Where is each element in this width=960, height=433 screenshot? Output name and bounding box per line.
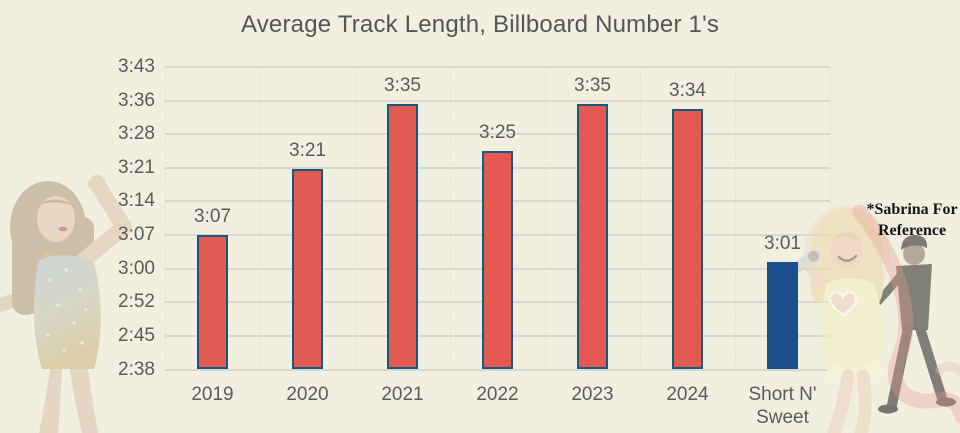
- y-axis-tick-label: 3:00: [118, 257, 155, 279]
- microphone: [791, 250, 819, 274]
- sabrina-leg: [854, 369, 872, 433]
- x-axis-label: 2020: [286, 384, 329, 405]
- sabrina-leg: [827, 369, 855, 433]
- bar-short-n-sweet: [767, 262, 798, 370]
- data-label: 3:34: [669, 79, 706, 101]
- gridline: [165, 99, 830, 102]
- category-separator: [545, 67, 546, 370]
- y-axis-tick-label: 2:45: [118, 324, 155, 346]
- bar-2024: [672, 108, 703, 370]
- taylor-leg: [70, 369, 98, 433]
- taylor-leg: [39, 369, 62, 433]
- heart-cutout: [828, 291, 858, 317]
- y-axis-tick-label: 3:07: [118, 224, 155, 246]
- y-axis-tick-label: 3:28: [118, 123, 155, 145]
- data-label: 3:35: [574, 75, 611, 97]
- taylor-flexed-arm: [70, 179, 132, 273]
- category-separator: [735, 67, 736, 370]
- sabrina-figure: [791, 205, 890, 433]
- y-axis-tick-label: 3:21: [118, 156, 155, 178]
- x-axis-label: 2023: [571, 384, 614, 405]
- red-ribbon-overlay: [852, 204, 960, 424]
- y-axis-tick-label: 3:36: [118, 89, 155, 111]
- taylor-swift-photo: [0, 175, 132, 433]
- y-axis-tick-label: 3:14: [118, 190, 155, 212]
- category-separator: [450, 67, 451, 370]
- x-axis-label: 2019: [191, 384, 234, 405]
- bar-2019: [197, 234, 228, 370]
- bar-2022: [482, 150, 513, 370]
- y-axis-tick-label: 2:52: [118, 291, 155, 313]
- sabrina-dress: [822, 278, 883, 368]
- y-axis-tick-label: 2:38: [118, 358, 155, 380]
- data-label: 3:35: [384, 75, 421, 97]
- category-separator: [260, 67, 261, 370]
- data-label: 3:21: [289, 140, 326, 162]
- bar-2023: [577, 104, 608, 370]
- data-label: 3:01: [764, 233, 801, 255]
- gridline: [165, 66, 830, 68]
- sabrina-reference-note: *Sabrina For Reference: [866, 201, 958, 239]
- bar-2021: [387, 104, 418, 370]
- x-axis-label: Short N' Sweet: [748, 384, 817, 428]
- gridline: [165, 133, 830, 136]
- y-axis-tick-label: 3:43: [118, 56, 155, 77]
- sabrina-face: [831, 231, 863, 269]
- category-separator: [640, 67, 641, 370]
- taylor-bodysuit: [33, 255, 101, 369]
- x-axis-label: 2021: [381, 384, 424, 405]
- x-axis-label: 2024: [666, 384, 709, 405]
- gridline: [165, 368, 830, 371]
- taylor-figure: [0, 175, 132, 433]
- category-separator: [165, 67, 166, 370]
- data-label: 3:07: [194, 205, 231, 227]
- taylor-face: [37, 196, 75, 242]
- x-axis-label: 2022: [476, 384, 519, 405]
- bar-2020: [292, 169, 323, 370]
- data-label: 3:25: [479, 121, 516, 143]
- sabrina-carpenter-photo: [791, 204, 960, 433]
- chart-title: Average Track Length, Billboard Number 1…: [240, 11, 720, 38]
- category-separator: [355, 67, 356, 370]
